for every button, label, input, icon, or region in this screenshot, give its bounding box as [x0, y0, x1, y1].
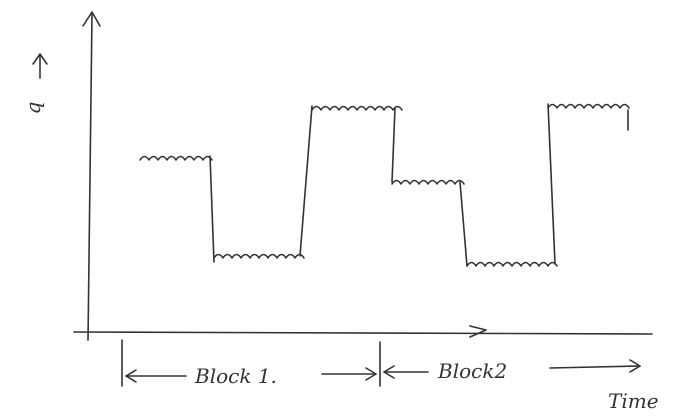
- edge: [300, 106, 312, 256]
- edge: [460, 182, 467, 266]
- wavy-segment: [214, 255, 304, 259]
- edge: [392, 108, 395, 182]
- block-label: Block 1.: [194, 364, 277, 388]
- waveform: [140, 104, 629, 266]
- x-axis: [74, 332, 652, 334]
- wavy-segment: [467, 263, 557, 267]
- edge: [210, 156, 214, 262]
- sketch: q Block 1. Block2 Time: [0, 0, 694, 418]
- y-label: q: [21, 102, 45, 115]
- wavy-segment: [392, 181, 464, 185]
- edge: [548, 104, 555, 264]
- wavy-segment: [312, 107, 402, 111]
- y-axis: [88, 14, 92, 340]
- block-label: Block2: [437, 359, 507, 383]
- x-axis-arrow: [470, 326, 486, 337]
- wavy-segment: [140, 157, 212, 161]
- x-label: Time: [608, 389, 659, 413]
- wavy-segment: [548, 105, 629, 109]
- block-arrow: [550, 366, 640, 368]
